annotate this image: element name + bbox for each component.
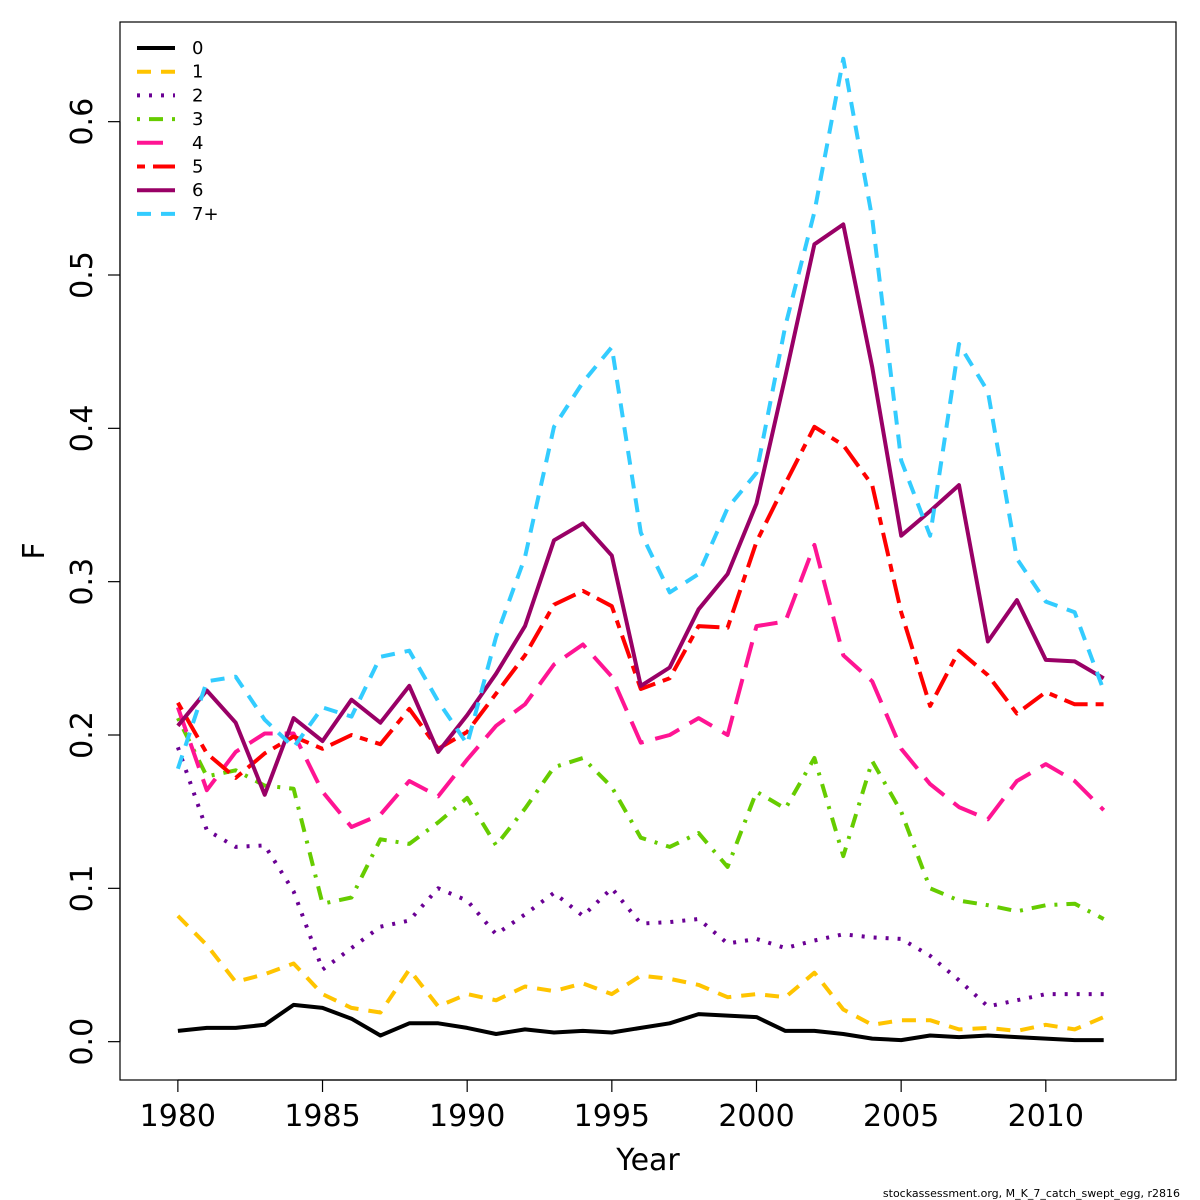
y-tick-label: 0.2	[65, 711, 100, 759]
x-tick-label: 2000	[718, 1099, 794, 1134]
series-line-7plus	[176, 56, 1106, 770]
y-axis: 0.0 0.1 0.2 0.3 0.4 0.5 0.6	[65, 98, 121, 1066]
series-line-6	[176, 222, 1105, 797]
legend-label: 6	[192, 180, 203, 201]
y-tick-label: 0.4	[65, 404, 100, 452]
legend-label: 2	[192, 85, 203, 106]
series-line-3	[176, 717, 1105, 921]
y-tick-label: 0.6	[65, 98, 100, 146]
series-line-0	[177, 1002, 1104, 1043]
series-layer	[176, 56, 1106, 1043]
footnote: stockassessment.org, M_K_7_catch_swept_e…	[883, 1187, 1180, 1200]
x-tick-label: 1995	[574, 1099, 650, 1134]
x-tick-label: 1985	[284, 1099, 360, 1134]
y-tick-label: 0.1	[65, 864, 100, 912]
series-line-2	[176, 746, 1104, 1009]
legend-label: 5	[192, 157, 203, 178]
legend-label: 0	[192, 38, 203, 59]
x-tick-label: 2005	[863, 1099, 939, 1134]
x-axis: 1980 1985 1990 1995 2000 2005 2010	[140, 1079, 1084, 1134]
x-tick-label: 1980	[140, 1099, 216, 1134]
legend-label: 7+	[192, 204, 219, 225]
legend-label: 4	[192, 133, 203, 154]
x-tick-label: 1990	[429, 1099, 505, 1134]
legend-label: 3	[192, 109, 203, 130]
y-axis-title: F	[17, 542, 52, 559]
x-axis-title: Year	[615, 1143, 680, 1178]
legend-label: 1	[192, 62, 203, 83]
y-tick-label: 0.3	[65, 558, 100, 606]
y-tick-label: 0.0	[65, 1018, 100, 1066]
series-line-5	[176, 424, 1104, 780]
series-line-1	[176, 914, 1105, 1033]
x-tick-label: 2010	[1008, 1099, 1084, 1134]
series-line-4	[176, 542, 1106, 829]
y-tick-label: 0.5	[65, 251, 100, 299]
